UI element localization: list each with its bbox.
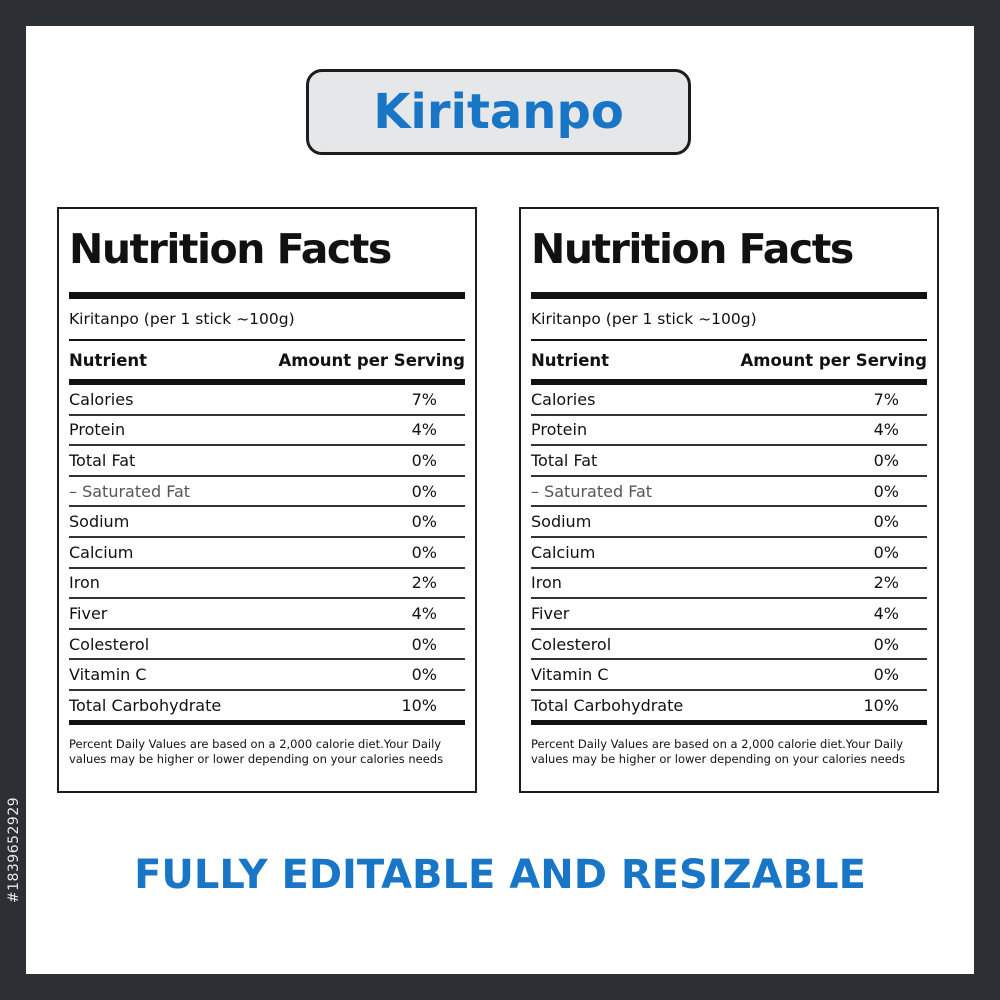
nutrient-row: Total Carbohydrate 10% xyxy=(69,691,465,725)
nutrient-name: Sodium xyxy=(531,512,592,532)
nutrient-value: 4% xyxy=(873,603,899,623)
nutrient-value: 4% xyxy=(873,420,899,440)
nutrient-row: Fiver 4% xyxy=(69,599,465,630)
nutrient-name: Colesterol xyxy=(531,634,612,654)
serving-size: Kiritanpo (per 1 stick ~100g) xyxy=(531,299,927,341)
nutrient-row: Calories 7% xyxy=(69,385,465,416)
nutrient-value: 7% xyxy=(411,389,437,409)
nutrient-row: Sodium 0% xyxy=(531,507,927,538)
product-title: Kiritanpo xyxy=(373,84,624,140)
nutrition-label-left: Nutrition Facts Kiritanpo (per 1 stick ~… xyxy=(57,207,477,793)
nutrient-value: 0% xyxy=(411,481,437,501)
nutrient-row: Total Fat 0% xyxy=(69,446,465,477)
nutrient-value: 0% xyxy=(873,512,899,532)
nutrition-label-right: Nutrition Facts Kiritanpo (per 1 stick ~… xyxy=(519,207,939,793)
nutrient-row: Total Fat 0% xyxy=(531,446,927,477)
nutrient-name: Calories xyxy=(69,389,134,409)
nutrient-name: Total Carbohydrate xyxy=(531,695,684,715)
nutrient-row: Colesterol 0% xyxy=(531,630,927,661)
nutrient-rows: Calories 7% Protein 4% Total Fat 0% – Saturate… xyxy=(69,385,465,725)
nutrient-name: Total Fat xyxy=(69,450,136,470)
footnote: Percent Daily Values are based on a 2,00… xyxy=(531,736,906,766)
nutrient-value: 0% xyxy=(411,542,437,562)
amount-column-header: Amount per Serving xyxy=(278,350,466,370)
nutrient-row: Calories 7% xyxy=(531,385,927,416)
nutrient-value: 7% xyxy=(873,389,899,409)
nutrient-row: Fiver 4% xyxy=(531,599,927,630)
nutrient-value: 2% xyxy=(873,573,899,593)
nutrient-value: 0% xyxy=(411,450,437,470)
nutrient-name: Fiver xyxy=(69,603,108,623)
nutrient-value: 10% xyxy=(863,695,899,715)
nutrient-row: Vitamin C 0% xyxy=(531,660,927,691)
footnote: Percent Daily Values are based on a 2,00… xyxy=(69,736,444,766)
nutrient-value: 0% xyxy=(873,450,899,470)
nutrient-name: Calcium xyxy=(69,542,134,562)
nutrient-value: 10% xyxy=(401,695,437,715)
amount-column-header: Amount per Serving xyxy=(740,350,928,370)
nutrient-name: Protein xyxy=(69,420,126,440)
title-banner: Kiritanpo xyxy=(306,69,691,155)
nutrient-value: 0% xyxy=(873,481,899,501)
nutrient-header-row: Nutrient Amount per Serving xyxy=(69,341,465,385)
nutrient-rows: Calories 7% Protein 4% Total Fat 0% – Saturate… xyxy=(531,385,927,725)
nutrient-name: Calcium xyxy=(531,542,596,562)
nutrient-name: Vitamin C xyxy=(69,665,147,685)
nutrient-value: 0% xyxy=(411,634,437,654)
nutrient-name: Total Carbohydrate xyxy=(69,695,222,715)
nutrient-name: Calories xyxy=(531,389,596,409)
nutrient-value: 0% xyxy=(873,634,899,654)
nutrient-value: 0% xyxy=(411,665,437,685)
nutrient-row: Protein 4% xyxy=(531,416,927,447)
nutrient-value: 0% xyxy=(411,512,437,532)
nutrient-name: Protein xyxy=(531,420,588,440)
nutrient-header-row: Nutrient Amount per Serving xyxy=(531,341,927,385)
nutrient-row: Total Carbohydrate 10% xyxy=(531,691,927,725)
nutrient-row: Calcium 0% xyxy=(531,538,927,569)
nutrient-value: 0% xyxy=(873,542,899,562)
nutrient-value: 4% xyxy=(411,420,437,440)
nutrient-value: 0% xyxy=(873,665,899,685)
nutrient-name: Colesterol xyxy=(69,634,150,654)
nutrient-row: Vitamin C 0% xyxy=(69,660,465,691)
nutrient-name: Sodium xyxy=(69,512,130,532)
divider-thick xyxy=(531,292,927,299)
nutrient-value: 4% xyxy=(411,603,437,623)
stock-id-strip: #1839652929 xyxy=(4,752,24,948)
nutrient-name: Vitamin C xyxy=(531,665,609,685)
nutrient-row: Calcium 0% xyxy=(69,538,465,569)
serving-size: Kiritanpo (per 1 stick ~100g) xyxy=(69,299,465,341)
nutrient-name: Total Fat xyxy=(531,450,598,470)
nutrient-row: Sodium 0% xyxy=(69,507,465,538)
nutrient-name: – Saturated Fat xyxy=(69,481,191,501)
nutrition-heading: Nutrition Facts xyxy=(531,225,854,273)
nutrient-row: Iron 2% xyxy=(69,569,465,600)
nutrient-value: 2% xyxy=(411,573,437,593)
nutrient-name: Fiver xyxy=(531,603,570,623)
nutrient-row: Iron 2% xyxy=(531,569,927,600)
nutrient-column-header: Nutrient xyxy=(69,350,148,370)
nutrient-row: – Saturated Fat 0% xyxy=(531,477,927,508)
tagline: FULLY EDITABLE AND RESIZABLE xyxy=(134,852,866,898)
nutrient-row: Colesterol 0% xyxy=(69,630,465,661)
nutrient-row: Protein 4% xyxy=(69,416,465,447)
nutrition-heading: Nutrition Facts xyxy=(69,225,392,273)
nutrient-name: Iron xyxy=(531,573,562,593)
nutrient-name: – Saturated Fat xyxy=(531,481,653,501)
stock-id: #1839652929 xyxy=(6,796,22,904)
nutrient-row: – Saturated Fat 0% xyxy=(69,477,465,508)
divider-thick xyxy=(69,292,465,299)
nutrient-column-header: Nutrient xyxy=(531,350,610,370)
nutrient-name: Iron xyxy=(69,573,100,593)
